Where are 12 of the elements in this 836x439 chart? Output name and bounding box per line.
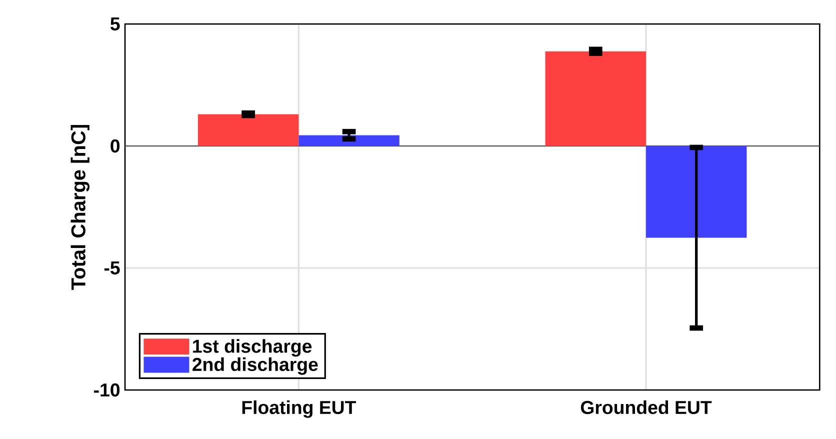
y-tick-label: 5	[110, 17, 120, 31]
legend-label: 2nd discharge	[192, 357, 318, 375]
y-tick-label: 0	[110, 139, 120, 153]
bar	[298, 135, 400, 146]
legend-label: 1st discharge	[193, 339, 312, 357]
x-tick-label: Grounded EUT	[580, 400, 712, 414]
bar	[198, 114, 299, 146]
x-tick-label: Floating EUT	[242, 400, 356, 418]
y-axis-title: Total Charge [nC]	[70, 124, 90, 290]
bar	[545, 51, 646, 146]
y-tick-label: -10	[94, 383, 120, 397]
y-tick-label: -5	[104, 261, 120, 275]
